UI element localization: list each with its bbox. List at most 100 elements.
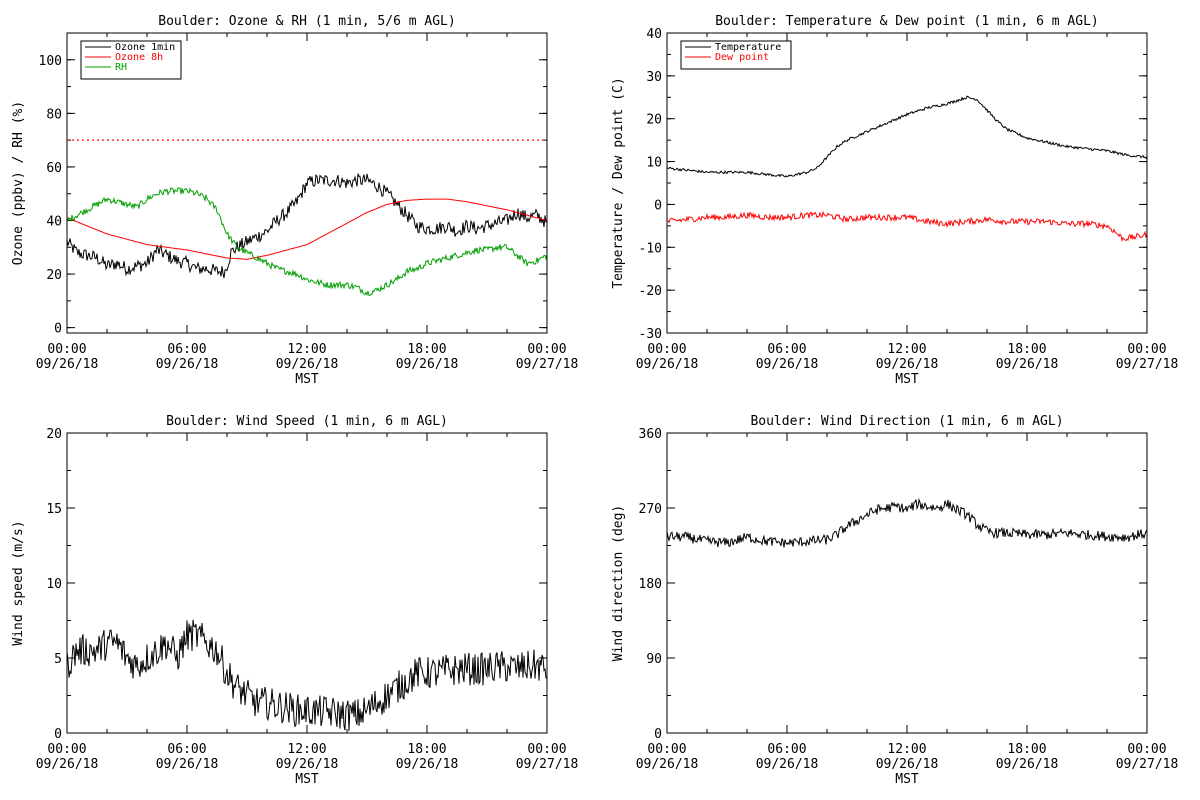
y-tick-label: -30 xyxy=(639,327,662,342)
series-line-rh xyxy=(67,187,547,297)
x-tick-label-date: 09/27/18 xyxy=(1116,757,1179,772)
x-tick-label-time: 00:00 xyxy=(647,342,686,357)
series-line-data xyxy=(67,619,547,732)
x-tick-label-date: 09/26/18 xyxy=(756,357,819,372)
y-tick-label: 0 xyxy=(654,727,662,742)
x-tick-label-time: 00:00 xyxy=(647,742,686,757)
x-tick-label-time: 18:00 xyxy=(407,342,446,357)
y-tick-label: 40 xyxy=(46,215,62,230)
y-tick-label: -20 xyxy=(639,284,662,299)
x-tick-label-time: 00:00 xyxy=(47,342,86,357)
x-tick-label-time: 12:00 xyxy=(287,342,326,357)
y-tick-label: 0 xyxy=(654,198,662,213)
y-tick-label: 5 xyxy=(54,652,62,667)
y-tick-label: 100 xyxy=(39,54,62,69)
x-tick-label-time: 06:00 xyxy=(767,742,806,757)
y-axis-label: Wind direction (deg) xyxy=(611,505,626,662)
x-tick-label-time: 12:00 xyxy=(287,742,326,757)
x-tick-label-date: 09/26/18 xyxy=(876,357,939,372)
y-tick-label: 360 xyxy=(639,427,662,442)
legend-label: Dew point xyxy=(715,52,769,63)
x-axis-label: MST xyxy=(295,772,319,787)
y-axis-label: Wind speed (m/s) xyxy=(11,520,26,645)
x-axis-label: MST xyxy=(895,372,919,387)
y-tick-label: 60 xyxy=(46,161,62,176)
series-line-ozone-8h xyxy=(67,198,547,260)
plot-frame xyxy=(666,32,1148,334)
x-tick-label-date: 09/26/18 xyxy=(156,357,219,372)
legend-label: Ozone 1min xyxy=(115,42,175,53)
chart-title: Boulder: Ozone & RH (1 min, 5/6 m AGL) xyxy=(158,14,455,29)
x-tick-label-date: 09/26/18 xyxy=(756,757,819,772)
y-tick-label: 30 xyxy=(646,70,662,85)
x-tick-label-date: 09/26/18 xyxy=(396,357,459,372)
y-tick-label: 20 xyxy=(46,427,62,442)
legend-label: RH xyxy=(115,62,127,73)
x-tick-label-time: 18:00 xyxy=(1007,742,1046,757)
chart-panel-2: Boulder: Temperature & Dew point (1 min,… xyxy=(611,14,1178,387)
y-tick-label: 10 xyxy=(46,577,62,592)
series-line-temperature xyxy=(667,95,1147,178)
x-tick-label-date: 09/26/18 xyxy=(636,757,699,772)
legend-label: Ozone 8h xyxy=(115,52,163,63)
y-tick-label: 20 xyxy=(46,268,62,283)
x-tick-label-time: 06:00 xyxy=(167,342,206,357)
x-tick-label-date: 09/27/18 xyxy=(1116,357,1179,372)
chart-panel-3: Boulder: Wind Speed (1 min, 6 m AGL) 0 5 10… xyxy=(11,414,578,787)
chart-title: Boulder: Temperature & Dew point (1 min,… xyxy=(715,14,1099,29)
x-tick-label-time: 06:00 xyxy=(167,742,206,757)
x-axis-label: MST xyxy=(895,772,919,787)
chart-title: Boulder: Wind Speed (1 min, 6 m AGL) xyxy=(166,414,448,429)
x-tick-label-time: 00:00 xyxy=(1127,342,1166,357)
chart-title: Boulder: Wind Direction (1 min, 6 m AGL) xyxy=(750,414,1063,429)
legend-label: Temperature xyxy=(715,42,781,53)
chart-panel-4: Boulder: Wind Direction (1 min, 6 m AGL)… xyxy=(611,414,1178,787)
y-tick-label: 180 xyxy=(639,577,662,592)
x-tick-label-time: 00:00 xyxy=(47,742,86,757)
legend-box xyxy=(680,40,792,70)
x-tick-label-date: 09/26/18 xyxy=(996,357,1059,372)
x-tick-label-date: 09/26/18 xyxy=(276,357,339,372)
series-line-dew-point xyxy=(667,210,1147,243)
y-axis-label: Temperature / Dew point (C) xyxy=(611,77,626,288)
x-tick-label-date: 09/26/18 xyxy=(636,357,699,372)
y-tick-label: 10 xyxy=(646,156,662,171)
plot-frame xyxy=(666,432,1148,734)
x-tick-label-date: 09/26/18 xyxy=(276,757,339,772)
y-tick-label: 80 xyxy=(46,107,62,122)
x-tick-label-date: 09/26/18 xyxy=(156,757,219,772)
y-tick-label: 90 xyxy=(646,652,662,667)
y-tick-label: 15 xyxy=(46,502,62,517)
y-tick-label: 0 xyxy=(54,727,62,742)
x-tick-label-time: 06:00 xyxy=(767,342,806,357)
series-line-ozone-1min xyxy=(67,173,547,279)
x-axis-label: MST xyxy=(295,372,319,387)
x-tick-label-date: 09/27/18 xyxy=(516,357,579,372)
x-tick-label-time: 12:00 xyxy=(887,342,926,357)
x-tick-label-date: 09/27/18 xyxy=(516,757,579,772)
x-tick-label-time: 00:00 xyxy=(527,342,566,357)
x-tick-label-date: 09/26/18 xyxy=(396,757,459,772)
y-tick-label: -10 xyxy=(639,241,662,256)
x-tick-label-date: 09/26/18 xyxy=(36,757,99,772)
x-tick-label-time: 00:00 xyxy=(1127,742,1166,757)
x-tick-label-time: 00:00 xyxy=(527,742,566,757)
y-tick-label: 270 xyxy=(639,502,662,517)
y-tick-label: 20 xyxy=(646,113,662,128)
chart-panel-1: Boulder: Ozone & RH (1 min, 5/6 m AGL) 0 2… xyxy=(11,14,578,387)
x-tick-label-time: 12:00 xyxy=(887,742,926,757)
x-tick-label-time: 18:00 xyxy=(407,742,446,757)
series-line-data xyxy=(667,497,1147,548)
y-tick-label: 40 xyxy=(646,27,662,42)
x-tick-label-time: 18:00 xyxy=(1007,342,1046,357)
y-axis-label: Ozone (ppbv) / RH (%) xyxy=(11,101,26,265)
x-tick-label-date: 09/26/18 xyxy=(36,357,99,372)
plot-frame xyxy=(66,32,548,334)
x-tick-label-date: 09/26/18 xyxy=(876,757,939,772)
y-tick-label: 0 xyxy=(54,322,62,337)
x-tick-label-date: 09/26/18 xyxy=(996,757,1059,772)
plot-frame xyxy=(66,432,548,734)
